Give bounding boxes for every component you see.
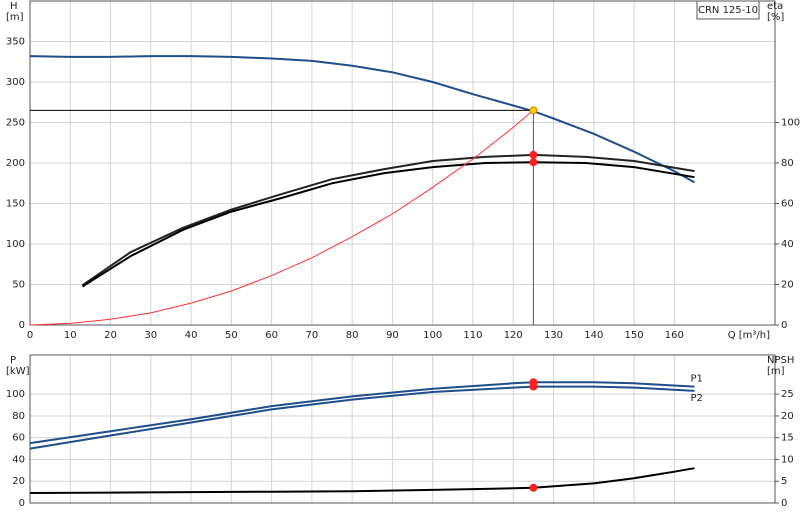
y-tick-label: 100: [6, 239, 25, 250]
duty-point: [529, 382, 538, 391]
y-tick-label: 0: [19, 498, 25, 509]
x-tick-label: 110: [463, 330, 482, 341]
x-tick-label: 20: [104, 330, 117, 341]
title-box: [696, 0, 760, 20]
x-tick-label: 120: [504, 330, 523, 341]
duty-point: [529, 106, 538, 115]
y2-axis-unit: [m]: [767, 366, 785, 377]
duty-point: [529, 158, 538, 167]
x-tick-label: 160: [665, 330, 684, 341]
y2-tick-label: 15: [781, 433, 794, 444]
y-tick-label: 200: [6, 158, 25, 169]
curve: [81, 153, 695, 287]
y-tick-label: 50: [12, 280, 25, 291]
y-tick-label: 150: [6, 199, 25, 210]
x-tick-label: 30: [144, 330, 157, 341]
y2-tick-label: 20: [781, 411, 794, 422]
chart-title: CRN 125-10: [698, 5, 758, 16]
y-tick-label: 40: [12, 454, 25, 465]
curve: [81, 161, 695, 288]
plot-frame: [29, 354, 776, 504]
y-axis-label: P: [10, 355, 16, 366]
duty-point: [529, 150, 538, 159]
y2-axis-label: eta: [767, 1, 783, 12]
x-axis-label: Q [m³/h]: [728, 330, 770, 341]
curve: [29, 55, 695, 184]
y-axis-label: H: [10, 1, 18, 12]
y2-axis-unit: [%]: [767, 12, 784, 23]
x-tick-label: 80: [346, 330, 359, 341]
y2-tick-label: 100: [781, 118, 800, 129]
curve: [29, 385, 695, 450]
x-tick-label: 50: [225, 330, 238, 341]
x-tick-label: 150: [625, 330, 644, 341]
x-tick-label: 130: [544, 330, 563, 341]
y2-tick-label: 80: [781, 158, 794, 169]
x-tick-label: 40: [185, 330, 198, 341]
y-tick-label: 250: [6, 118, 25, 129]
plot-frame: [29, 0, 776, 326]
y-tick-label: 20: [12, 476, 25, 487]
y-axis-unit: [kW]: [6, 366, 30, 377]
y2-tick-label: 0: [781, 320, 787, 331]
curve: [29, 109, 534, 326]
y2-tick-label: 40: [781, 239, 794, 250]
y-tick-label: 300: [6, 77, 25, 88]
series-label: P2: [690, 393, 702, 404]
series-label: P1: [690, 374, 702, 385]
y-tick-label: 350: [6, 37, 25, 48]
y2-axis-label: NPSH: [767, 355, 794, 366]
y-tick-label: 100: [6, 389, 25, 400]
y2-tick-label: 60: [781, 199, 794, 210]
y2-tick-label: 0: [781, 498, 787, 509]
y2-tick-label: 25: [781, 389, 794, 400]
x-tick-label: 140: [584, 330, 603, 341]
x-tick-label: 100: [423, 330, 442, 341]
y-axis-unit: [m]: [6, 12, 24, 23]
x-tick-label: 10: [64, 330, 77, 341]
y-tick-label: 60: [12, 433, 25, 444]
y-tick-label: 80: [12, 411, 25, 422]
x-tick-label: 90: [386, 330, 399, 341]
y2-tick-label: 20: [781, 280, 794, 291]
x-tick-label: 70: [306, 330, 319, 341]
curve: [29, 467, 695, 494]
y2-tick-label: 5: [781, 476, 787, 487]
y-tick-label: 0: [19, 320, 25, 331]
x-tick-label: 60: [265, 330, 278, 341]
curve: [29, 381, 695, 445]
x-tick-label: 0: [27, 330, 33, 341]
y2-tick-label: 10: [781, 454, 794, 465]
duty-point: [529, 483, 538, 492]
